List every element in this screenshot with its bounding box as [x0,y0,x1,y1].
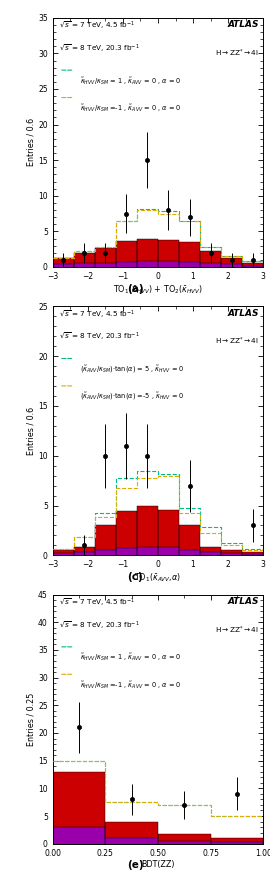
Text: (e): (e) [127,861,143,870]
Text: $\tilde{\kappa}_{HVV}/\kappa_{SM}$ = 1 , $\tilde{\kappa}_{AVV}$ = 0 , $\alpha$ =: $\tilde{\kappa}_{HVV}/\kappa_{SM}$ = 1 ,… [80,651,181,663]
Text: $\sqrt{s}$ = 7 TeV, 4.5 fb$^{-1}$: $\sqrt{s}$ = 7 TeV, 4.5 fb$^{-1}$ [59,309,135,320]
Text: $\sqrt{s}$ = 7 TeV, 4.5 fb$^{-1}$: $\sqrt{s}$ = 7 TeV, 4.5 fb$^{-1}$ [59,597,135,609]
Text: H$\rightarrow$ZZ$^{*}$$\rightarrow$4l: H$\rightarrow$ZZ$^{*}$$\rightarrow$4l [215,625,259,635]
Text: $\tilde{\kappa}_{HVV}/\kappa_{SM}$ =-1 , $\tilde{\kappa}_{AVV}$ = 0 , $\alpha$ =: $\tilde{\kappa}_{HVV}/\kappa_{SM}$ =-1 ,… [80,679,182,691]
Text: $\sqrt{s}$ = 8 TeV, 20.3 fb$^{-1}$: $\sqrt{s}$ = 8 TeV, 20.3 fb$^{-1}$ [59,619,140,632]
X-axis label: BDT(ZZ): BDT(ZZ) [141,861,175,870]
Text: (a): (a) [127,284,143,294]
Text: $\sqrt{s}$ = 8 TeV, 20.3 fb$^{-1}$: $\sqrt{s}$ = 8 TeV, 20.3 fb$^{-1}$ [59,331,140,344]
Text: ATLAS: ATLAS [228,20,259,29]
Text: $\sqrt{s}$ = 7 TeV, 4.5 fb$^{-1}$: $\sqrt{s}$ = 7 TeV, 4.5 fb$^{-1}$ [59,20,135,32]
X-axis label: TO$_1$($\bar{\kappa}_{HVV}$) + TO$_2$($\bar{\kappa}_{HVV}$): TO$_1$($\bar{\kappa}_{HVV}$) + TO$_2$($\… [113,284,203,296]
X-axis label: TO$_1$($\bar{\kappa}_{AVV}$,$\alpha$): TO$_1$($\bar{\kappa}_{AVV}$,$\alpha$) [134,572,181,585]
Text: $\sqrt{s}$ = 8 TeV, 20.3 fb$^{-1}$: $\sqrt{s}$ = 8 TeV, 20.3 fb$^{-1}$ [59,43,140,55]
Text: H$\rightarrow$ZZ$^{*}$$\rightarrow$4l: H$\rightarrow$ZZ$^{*}$$\rightarrow$4l [215,48,259,59]
Text: ($\tilde{\kappa}_{AVV}/\kappa_{SM}$)$\cdot$tan($\alpha$) = 5 , $\tilde{\kappa}_{: ($\tilde{\kappa}_{AVV}/\kappa_{SM}$)$\cd… [80,363,184,375]
Y-axis label: Entries / 0.25: Entries / 0.25 [26,692,35,746]
Y-axis label: Entries / 0.6: Entries / 0.6 [26,118,35,166]
Text: ($\tilde{\kappa}_{AVV}/\kappa_{SM}$)$\cdot$tan($\alpha$) =-5 , $\tilde{\kappa}_{: ($\tilde{\kappa}_{AVV}/\kappa_{SM}$)$\cd… [80,391,185,402]
Text: $\tilde{\kappa}_{HVV}/\kappa_{SM}$ =-1 , $\tilde{\kappa}_{AVV}$ = 0 , $\alpha$ =: $\tilde{\kappa}_{HVV}/\kappa_{SM}$ =-1 ,… [80,102,182,114]
Text: ATLAS: ATLAS [228,597,259,606]
Text: ATLAS: ATLAS [228,309,259,318]
Text: H$\rightarrow$ZZ$^{*}$$\rightarrow$4l: H$\rightarrow$ZZ$^{*}$$\rightarrow$4l [215,336,259,347]
Text: $\tilde{\kappa}_{HVV}/\kappa_{SM}$ = 1 , $\tilde{\kappa}_{AVV}$ = 0 , $\alpha$ =: $\tilde{\kappa}_{HVV}/\kappa_{SM}$ = 1 ,… [80,75,181,86]
Y-axis label: Entries / 0.6: Entries / 0.6 [26,407,35,455]
Text: (c): (c) [127,572,143,582]
